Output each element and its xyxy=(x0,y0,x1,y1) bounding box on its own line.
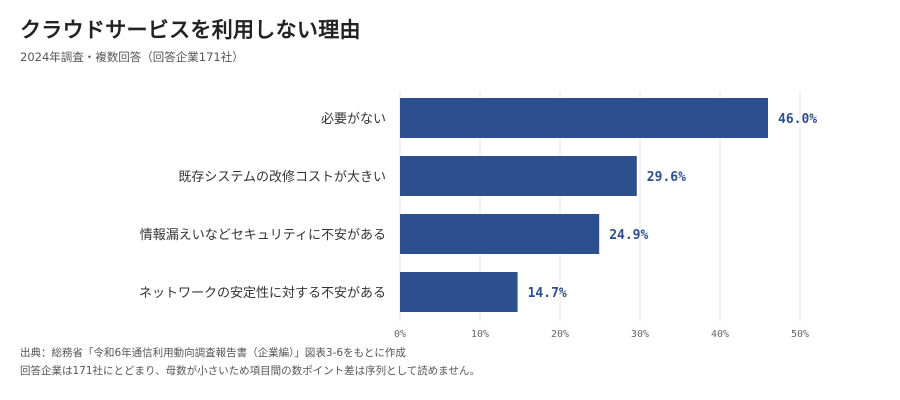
bar xyxy=(400,214,600,254)
chart-subtitle: 2024年調査・複数回答（回答企業171社） xyxy=(20,50,244,64)
caveat-note: 回答企業は171社にとどまり、母数が小さいため項目間の数ポイント差は序列として読… xyxy=(20,365,480,377)
bar xyxy=(400,156,637,196)
value-label: 46.0% xyxy=(778,112,817,127)
bar xyxy=(400,272,518,312)
x-tick-label: 10% xyxy=(471,329,489,340)
x-tick-label: 20% xyxy=(551,329,569,340)
value-label: 29.6% xyxy=(647,170,686,185)
category-label: 情報漏えいなどセキュリティに不安がある xyxy=(140,227,386,243)
x-tick-label: 30% xyxy=(631,329,649,340)
x-tick-label: 50% xyxy=(791,329,809,340)
category-label: 既存システムの改修コストが大きい xyxy=(178,170,386,185)
value-label: 24.9% xyxy=(609,228,648,243)
x-tick-label: 40% xyxy=(711,329,729,340)
category-label: 必要がない xyxy=(321,112,386,127)
chart-title: クラウドサービスを利用しない理由 xyxy=(20,18,361,42)
x-tick-label: 0% xyxy=(394,329,406,340)
source-note: 出典：総務省「令和6年通信利用動向調査報告書（企業編）」図表3-6をもとに作成 xyxy=(20,347,406,359)
category-label: ネットワークの安定性に対する不安がある xyxy=(139,286,386,301)
bar-chart: 0% 10% 20% 30% 40% 50% 必要がない 46.0% 既存システムの改修コストが… xyxy=(139,90,817,340)
bar xyxy=(400,98,768,138)
value-label: 14.7% xyxy=(528,286,567,301)
